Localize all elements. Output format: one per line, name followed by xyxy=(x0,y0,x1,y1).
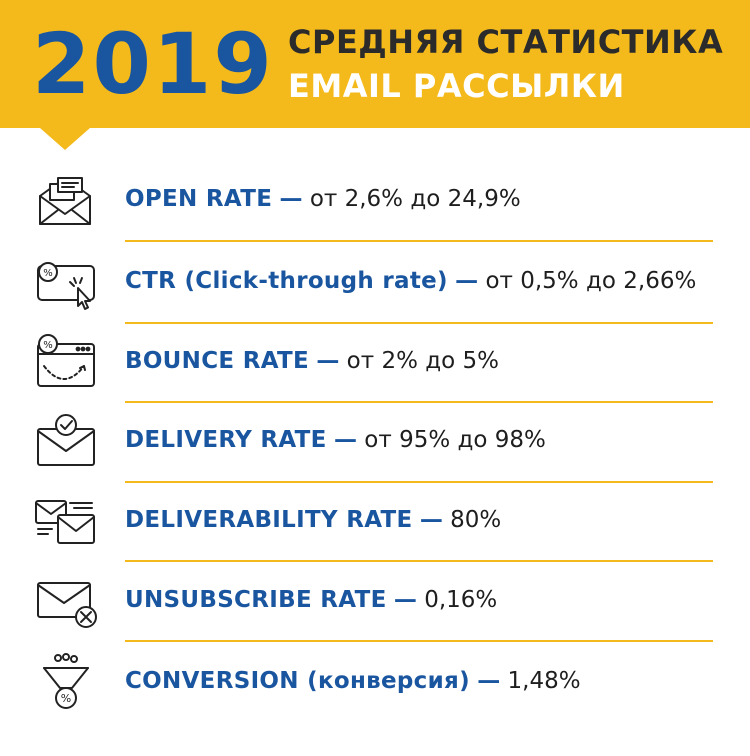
metric-name: DELIVERABILITY RATE xyxy=(125,507,413,533)
separator: — xyxy=(393,587,417,613)
list-item: OPEN RATE — от 2,6% до 24,9% xyxy=(0,160,750,240)
multiple-envelopes-icon xyxy=(30,491,100,551)
funnel-percent-icon: % xyxy=(30,652,100,712)
metric-name: CONVERSION (конверсия) xyxy=(125,668,470,694)
list-item: % BOUNCE RATE — от 2% до 5% xyxy=(0,322,750,402)
metric-name: OPEN RATE xyxy=(125,186,273,212)
title-line-2: EMAIL РАССЫЛКИ xyxy=(288,67,625,105)
metric-name: BOUNCE RATE xyxy=(125,348,310,374)
metric-value: от 2,6% до 24,9% xyxy=(309,186,521,212)
year-heading: 2019 xyxy=(32,15,274,113)
click-percent-icon: % xyxy=(30,252,100,312)
metric-value: от 95% до 98% xyxy=(364,427,546,453)
separator: — xyxy=(316,348,340,374)
list-item: % CTR (Click-through rate) — от 0,5% до … xyxy=(0,242,750,322)
metric-value: от 0,5% до 2,66% xyxy=(485,268,697,294)
metric-value: 1,48% xyxy=(507,668,581,694)
list-item: % CONVERSION (конверсия) — 1,48% xyxy=(0,642,750,722)
page-title: СРЕДНЯЯ СТАТИСТИКА EMAIL РАССЫЛКИ xyxy=(288,20,723,108)
separator: — xyxy=(419,507,443,533)
open-envelope-icon xyxy=(30,170,100,230)
metric-value: от 2% до 5% xyxy=(346,348,500,374)
divider xyxy=(125,640,713,642)
list-item: UNSUBSCRIBE RATE — 0,16% xyxy=(0,561,750,641)
envelope-x-icon xyxy=(30,571,100,631)
header-banner: 2019 СРЕДНЯЯ СТАТИСТИКА EMAIL РАССЫЛКИ xyxy=(0,0,750,128)
separator: — xyxy=(477,668,501,694)
metric-value: 0,16% xyxy=(424,587,498,613)
svg-text:%: % xyxy=(43,268,53,279)
separator: — xyxy=(333,427,357,453)
divider xyxy=(125,322,713,324)
metric-name: UNSUBSCRIBE RATE xyxy=(125,587,387,613)
envelope-check-icon xyxy=(30,411,100,471)
metric-name: DELIVERY RATE xyxy=(125,427,327,453)
title-line-1: СРЕДНЯЯ СТАТИСТИКА xyxy=(288,23,724,61)
list-item: DELIVERY RATE — от 95% до 98% xyxy=(0,401,750,481)
divider xyxy=(125,240,713,242)
bounce-browser-icon: % xyxy=(30,332,100,392)
divider xyxy=(125,560,713,562)
banner-pointer xyxy=(40,128,90,150)
list-item: DELIVERABILITY RATE — 80% xyxy=(0,481,750,561)
separator: — xyxy=(279,186,303,212)
metric-name: CTR (Click-through rate) xyxy=(125,268,448,294)
metric-value: 80% xyxy=(450,507,502,533)
divider xyxy=(125,481,713,483)
divider xyxy=(125,401,713,403)
svg-text:%: % xyxy=(61,692,71,705)
svg-text:%: % xyxy=(43,340,53,351)
separator: — xyxy=(455,268,479,294)
